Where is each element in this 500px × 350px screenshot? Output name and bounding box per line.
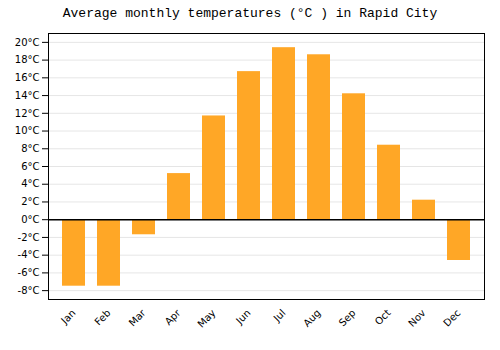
svg-text:8°C: 8°C	[21, 143, 39, 154]
svg-text:Sep: Sep	[337, 307, 358, 328]
svg-text:-6°C: -6°C	[18, 267, 40, 278]
svg-text:6°C: 6°C	[21, 161, 39, 172]
svg-text:4°C: 4°C	[21, 178, 39, 189]
svg-text:Feb: Feb	[92, 307, 112, 327]
svg-text:2°C: 2°C	[21, 196, 39, 207]
html-text:Average monthly temperatures (: Average monthly temperatures (°C ) in Ra…	[62, 6, 438, 21]
svg-text:-8°C: -8°C	[18, 285, 40, 296]
svg-text:Dec: Dec	[441, 307, 462, 328]
svg-text:Jul: Jul	[271, 307, 288, 324]
svg-text:Oct: Oct	[373, 307, 393, 327]
svg-text:14°C: 14°C	[15, 90, 40, 101]
svg-text:16°C: 16°C	[15, 72, 40, 83]
svg-text:May: May	[195, 307, 217, 329]
svg-text:12°C: 12°C	[15, 108, 40, 119]
svg-text:20°C: 20°C	[15, 37, 40, 48]
svg-text:18°C: 18°C	[15, 54, 40, 65]
svg-text:0°C: 0°C	[21, 214, 39, 225]
svg-text:-2°C: -2°C	[18, 232, 40, 243]
svg-text:Jan: Jan	[58, 307, 77, 326]
svg-text:Nov: Nov	[406, 307, 428, 329]
svg-text:Aug: Aug	[301, 307, 323, 329]
svg-text:10°C: 10°C	[15, 125, 40, 136]
svg-text:Jun: Jun	[233, 307, 253, 327]
svg-text:Mar: Mar	[127, 307, 149, 329]
svg-text:-4°C: -4°C	[18, 249, 40, 260]
svg-text:Apr: Apr	[163, 307, 184, 328]
